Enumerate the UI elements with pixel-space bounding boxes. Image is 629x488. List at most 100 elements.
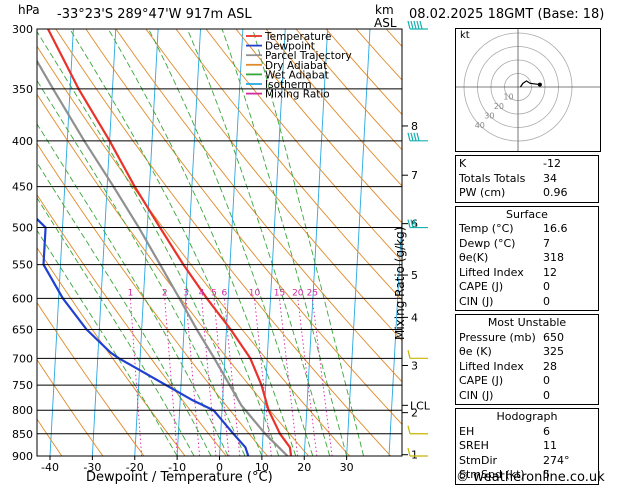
mu-cin-value: 0 bbox=[543, 388, 550, 402]
hodograph-storm-marker bbox=[537, 82, 542, 87]
most-unstable-box: Most Unstable Pressure (mb) 650 θe (K) 325… bbox=[455, 314, 599, 405]
legend-entry: Wet Adiabat bbox=[265, 69, 329, 81]
hpa-label: hPa bbox=[18, 3, 40, 17]
sreh-value: 11 bbox=[543, 439, 557, 452]
mixing-ratio-line bbox=[297, 298, 318, 456]
pressure-tick-label: 650 bbox=[12, 324, 33, 337]
tt-label: Totals Totals bbox=[459, 171, 526, 185]
wind-barb bbox=[407, 447, 428, 457]
pressure-tick-label: 350 bbox=[12, 83, 33, 96]
wind-barb-flag bbox=[410, 20, 414, 30]
mu-cin-label: CIN (J) bbox=[459, 388, 494, 402]
pressure-tick-label: 400 bbox=[12, 135, 33, 148]
wind-barb-flag bbox=[410, 219, 414, 228]
hodograph-stats-box: Hodograph EH 6 SREH 11 StmDir 274° StmSpd (… bbox=[455, 408, 599, 485]
pw-value: 0.96 bbox=[543, 186, 568, 199]
legend-entry: Isotherm bbox=[265, 79, 312, 91]
eh-value: 6 bbox=[543, 424, 550, 438]
mixing-ratio-label: 25 bbox=[307, 288, 318, 298]
wind-barb-flag bbox=[413, 219, 417, 228]
wind-barb bbox=[407, 20, 428, 30]
most-unstable-title: Most Unstable bbox=[487, 316, 567, 329]
legend-entry: Dry Adiabat bbox=[265, 60, 327, 72]
stmdir-value: 274° bbox=[543, 453, 570, 467]
surface-li-value: 12 bbox=[543, 265, 557, 279]
legend-entry: Mixing Ratio bbox=[265, 89, 330, 101]
pressure-tick-label: 850 bbox=[12, 428, 33, 441]
pressure-tick-label: 550 bbox=[12, 259, 33, 272]
stmspd-label: StmSpd (kt) bbox=[459, 468, 525, 481]
mixing-ratio-label: 2 bbox=[162, 288, 168, 298]
km-tick-label: 8 bbox=[411, 120, 418, 133]
k-value: -12 bbox=[543, 157, 561, 170]
hodograph-unit-label: kt bbox=[460, 30, 470, 41]
mu-li-label: Lifted Index bbox=[459, 359, 524, 373]
mu-pres-value: 650 bbox=[543, 330, 564, 344]
wind-barb-flag bbox=[419, 20, 423, 30]
surface-cape-label: CAPE (J) bbox=[459, 280, 504, 293]
wind-barb-flag bbox=[407, 219, 411, 228]
mixing-ratio-label: 1 bbox=[128, 288, 134, 298]
pressure-tick-label: 800 bbox=[12, 404, 33, 417]
isotherm-line bbox=[431, 29, 454, 456]
hodograph-panel: 10 20 30 40 kt bbox=[455, 28, 601, 152]
k-label: K bbox=[459, 157, 467, 170]
asl-label: ASL bbox=[374, 16, 397, 30]
pressure-tick-label: 750 bbox=[12, 379, 33, 392]
surface-temp-value: 16.6 bbox=[543, 222, 568, 235]
x-tick-label: -10 bbox=[168, 461, 186, 474]
series-temperature bbox=[47, 29, 293, 456]
dry-adiabat-line bbox=[37, 193, 227, 456]
surface-cin-label: CIN (J) bbox=[459, 294, 494, 308]
wind-barb-flag bbox=[416, 20, 420, 30]
pw-label: PW (cm) bbox=[459, 186, 506, 199]
surface-theta-label: θe(K) bbox=[459, 251, 489, 264]
location-title: -33°23'S 289°47'W 917m ASL bbox=[57, 7, 252, 22]
km-tick-label: 3 bbox=[411, 359, 418, 372]
surface-title: Surface bbox=[506, 207, 548, 221]
dry-adiabat-line bbox=[37, 142, 268, 456]
surface-cin-value: 0 bbox=[543, 294, 550, 308]
km-tick-label: 5 bbox=[411, 269, 418, 282]
wind-barb-flag bbox=[407, 425, 411, 434]
km-tick-label: 6 bbox=[411, 218, 418, 231]
legend-entry: Dewpoint bbox=[265, 41, 315, 53]
wind-barb-flag bbox=[407, 350, 411, 359]
pressure-tick-label: 500 bbox=[12, 222, 33, 235]
wind-barb-flag bbox=[413, 132, 417, 141]
wind-barb-flag bbox=[416, 132, 420, 141]
wind-barb-flag bbox=[407, 20, 411, 30]
x-tick-label: -20 bbox=[126, 461, 144, 474]
surface-dewp-value: 7 bbox=[543, 236, 550, 250]
hodograph-stats-title: Hodograph bbox=[496, 410, 558, 423]
indices-panel: K -12 Totals Totals 34 PW (cm) 0.96 Surface… bbox=[455, 155, 599, 488]
copyright-footer: © weatheronline.co.uk bbox=[456, 470, 605, 485]
x-axis-label: Dewpoint / Temperature (°C) bbox=[86, 470, 273, 485]
wind-barb-flag bbox=[410, 132, 414, 141]
mu-cape-value: 0 bbox=[543, 374, 550, 387]
isotherm-line bbox=[49, 29, 74, 456]
hodograph-ring-label: 30 bbox=[484, 112, 494, 121]
mixing-ratio-label: 5 bbox=[211, 288, 217, 298]
mixing-ratio-label: 6 bbox=[222, 288, 228, 298]
surface-box: Surface Temp (°C) 16.6 Dewp (°C) 7 θe(K) 31… bbox=[455, 205, 599, 311]
pressure-tick-label: 900 bbox=[12, 450, 33, 463]
wind-barb bbox=[407, 350, 428, 359]
x-tick-label: 10 bbox=[255, 461, 269, 474]
wind-barb-flag bbox=[407, 132, 411, 141]
legend-entry: Parcel Trajectory bbox=[265, 50, 352, 62]
km-tick-label: 1 bbox=[411, 449, 418, 462]
surface-dewp-label: Dewp (°C) bbox=[459, 236, 516, 250]
hodograph-trace bbox=[519, 80, 540, 88]
mixing-ratio-label: 3 bbox=[183, 288, 189, 298]
mixing-ratio-axis-label: Mixing Ratio (g/kg) bbox=[393, 226, 407, 340]
mixing-ratio-label: 15 bbox=[274, 288, 285, 298]
km-label: km bbox=[375, 3, 394, 17]
surface-li-label: Lifted Index bbox=[459, 265, 524, 279]
hodograph-ring-label: 20 bbox=[494, 102, 504, 111]
lcl-label: LCL bbox=[410, 399, 431, 412]
x-tick-label: 0 bbox=[216, 461, 223, 474]
eh-label: EH bbox=[459, 424, 475, 438]
mixing-ratio-label: 20 bbox=[292, 288, 304, 298]
